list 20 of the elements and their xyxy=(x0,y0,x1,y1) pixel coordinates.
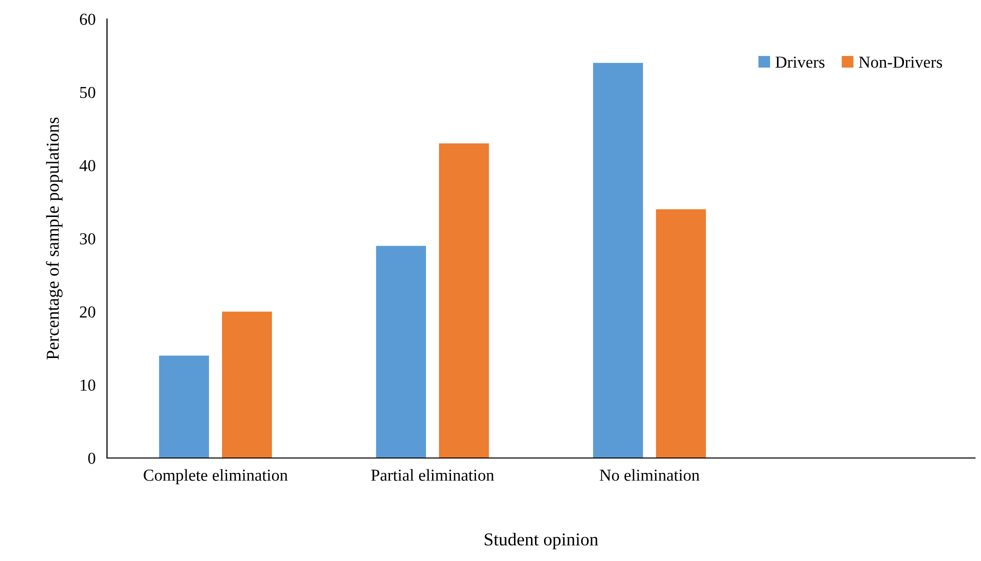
bar xyxy=(376,246,426,458)
y-tick-label: 50 xyxy=(80,86,96,98)
x-axis-title: Student opinion xyxy=(484,532,598,550)
bar xyxy=(593,62,643,458)
y-tick-label: 60 xyxy=(80,14,96,25)
x-tick-label: No elimination xyxy=(600,469,700,481)
x-tick-label: Partial elimination xyxy=(371,469,494,481)
bar xyxy=(656,209,706,458)
y-axis-title: Percentage of sample populations xyxy=(46,118,63,360)
y-tick-label: 0 xyxy=(88,452,96,464)
y-tick-label: 10 xyxy=(80,380,96,391)
x-tick-label: Complete elimination xyxy=(144,469,288,484)
bar xyxy=(159,356,209,458)
legend-label: Drivers xyxy=(776,56,824,68)
y-tick-label: 20 xyxy=(80,306,96,318)
legend-label: Non-Drivers xyxy=(858,56,942,68)
y-tick-label: 30 xyxy=(80,233,96,244)
y-tick-label: 40 xyxy=(80,160,96,172)
bar xyxy=(439,143,489,458)
bar xyxy=(222,312,272,458)
